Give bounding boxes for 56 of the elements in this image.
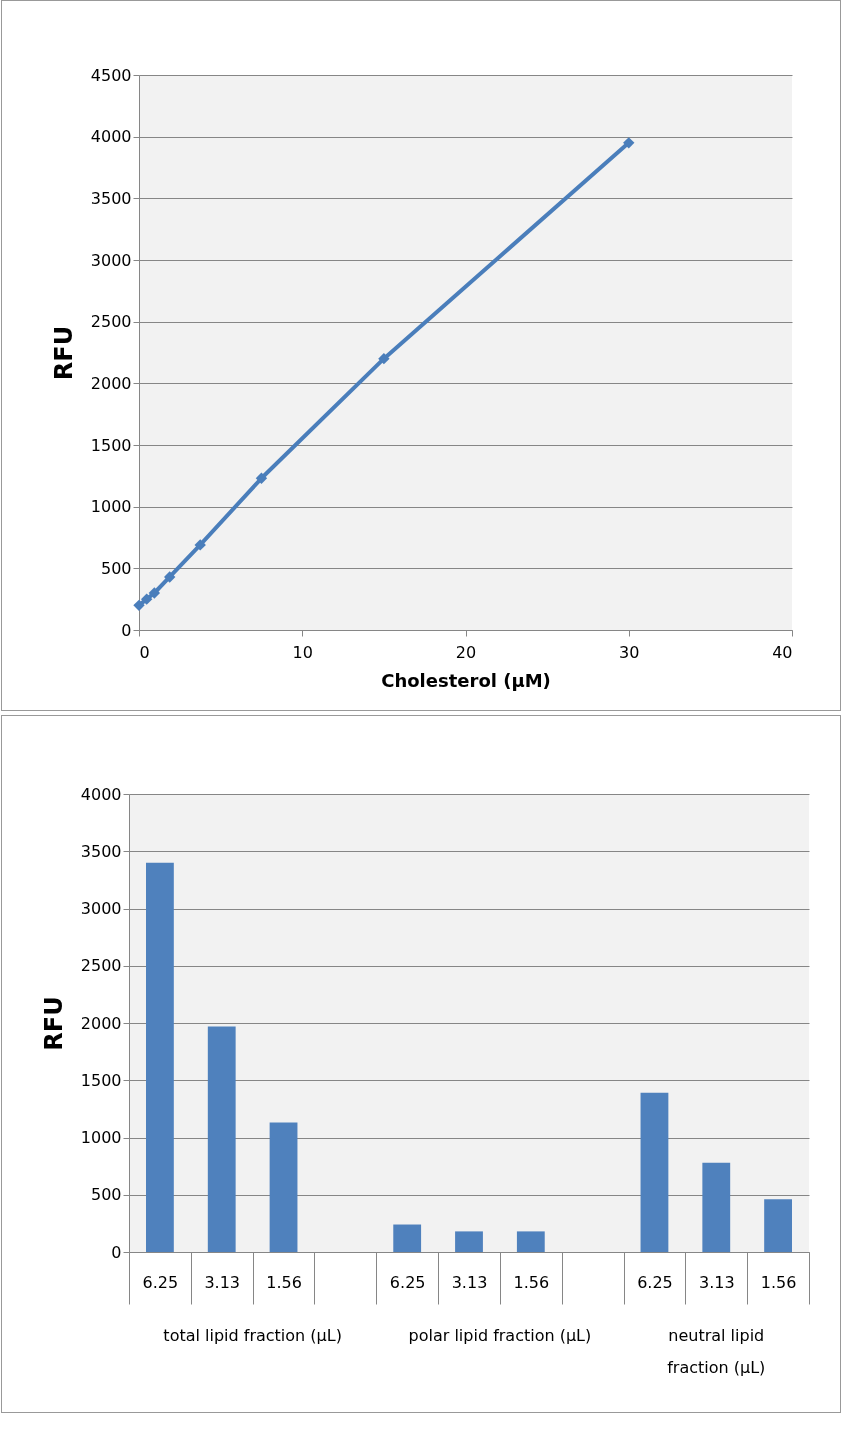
x-tick-label: 40 bbox=[772, 642, 793, 662]
point bbox=[148, 587, 161, 599]
bar bbox=[702, 1162, 731, 1252]
y-tick-label: 4500 bbox=[90, 65, 132, 85]
point bbox=[194, 539, 206, 551]
x-tick-label: 10 bbox=[292, 642, 313, 662]
point bbox=[623, 137, 635, 149]
y-tick-label: 500 bbox=[100, 558, 132, 578]
point bbox=[133, 599, 145, 612]
y-tick-label: 4000 bbox=[80, 784, 122, 804]
y-tick-label: 1500 bbox=[90, 435, 132, 455]
y-tick-label: 3000 bbox=[90, 250, 132, 270]
bar bbox=[393, 1224, 422, 1252]
x-tick-label: 3.13 bbox=[451, 1272, 488, 1292]
y-tick-label: 3500 bbox=[80, 841, 122, 861]
x-tick-label: 6.25 bbox=[637, 1272, 673, 1292]
x-tick-label: 3.13 bbox=[204, 1272, 241, 1292]
y-axis-title: RFU bbox=[49, 325, 78, 381]
y-tick-label: 3000 bbox=[80, 899, 122, 918]
y-axis-title: RFU bbox=[39, 996, 68, 1051]
y-tick-label: 500 bbox=[90, 1185, 122, 1205]
point bbox=[255, 472, 268, 484]
bar bbox=[516, 1231, 545, 1252]
x-tick-label: 30 bbox=[619, 642, 640, 662]
y-tick-label: 3500 bbox=[90, 188, 132, 208]
x-tick-label: 0 bbox=[139, 642, 150, 662]
bar bbox=[269, 1122, 298, 1252]
x-tick-label: 6.25 bbox=[142, 1272, 179, 1292]
x-tick-label: 1.56 bbox=[760, 1272, 797, 1292]
point bbox=[378, 352, 390, 365]
y-tick-label: 4000 bbox=[90, 127, 132, 147]
x-axis-title: Cholesterol (µM) bbox=[381, 669, 551, 691]
x-tick-label: 3.13 bbox=[698, 1272, 735, 1292]
point bbox=[163, 571, 176, 583]
y-tick-label: 1000 bbox=[80, 1128, 122, 1147]
y-tick-label: 2000 bbox=[90, 373, 132, 393]
y-tick-label: 2000 bbox=[80, 1013, 122, 1033]
y-tick-label: 0 bbox=[111, 1242, 122, 1262]
bar bbox=[764, 1199, 792, 1252]
text: polar lipid fraction (µL) bbox=[408, 1326, 592, 1345]
y-tick-label: 2500 bbox=[90, 312, 132, 332]
x-tick-label: 6.25 bbox=[389, 1272, 426, 1292]
y-tick-label: 2500 bbox=[80, 956, 122, 976]
x-tick-label: 1.56 bbox=[513, 1272, 550, 1292]
text: total lipid fraction (µL) bbox=[163, 1326, 342, 1345]
bar bbox=[207, 1026, 236, 1252]
bar bbox=[146, 862, 174, 1252]
y-tick-label: 1000 bbox=[90, 497, 132, 517]
y-tick-label: 1500 bbox=[80, 1070, 122, 1090]
x-tick-label: 20 bbox=[455, 642, 477, 662]
point bbox=[140, 593, 153, 605]
bar bbox=[640, 1092, 669, 1252]
text: neutral lipid fraction (µL) bbox=[667, 1326, 766, 1377]
y-tick-label: 0 bbox=[121, 620, 132, 640]
bar bbox=[455, 1231, 483, 1252]
x-tick-label: 1.56 bbox=[266, 1272, 302, 1292]
